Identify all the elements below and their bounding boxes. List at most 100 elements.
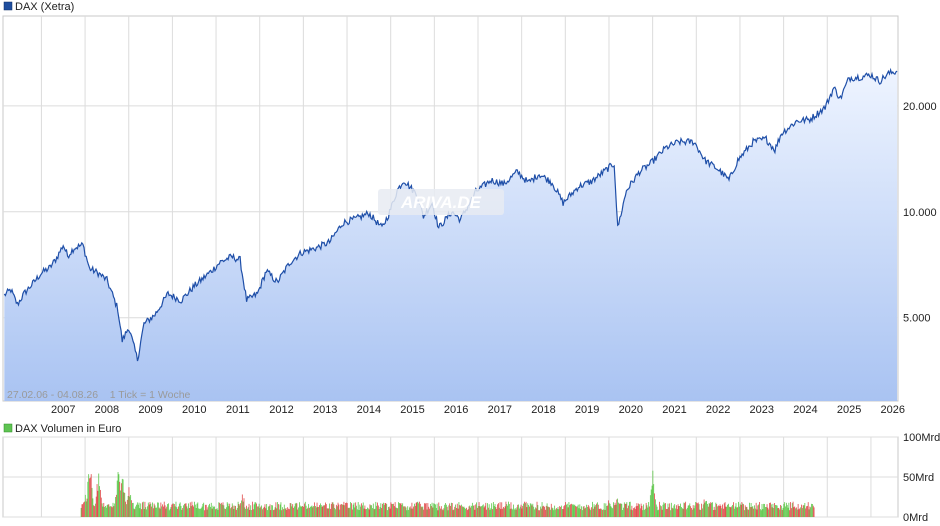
volume-bar: [434, 503, 435, 517]
volume-bar: [136, 504, 137, 517]
volume-bar: [476, 502, 477, 517]
volume-bar: [427, 503, 429, 517]
volume-bar: [440, 508, 441, 517]
volume-bar: [386, 504, 388, 517]
volume-bar: [467, 509, 469, 517]
volume-bar: [392, 503, 393, 517]
volume-bar: [498, 507, 500, 517]
volume-bar: [580, 508, 582, 517]
volume-bar: [728, 506, 730, 517]
volume-bar: [217, 509, 219, 517]
volume-bar: [95, 496, 97, 517]
volume-bar: [289, 503, 291, 517]
volume-bar: [455, 504, 456, 517]
volume-bar: [623, 502, 625, 517]
volume-bar: [201, 506, 203, 517]
volume-bar: [487, 503, 488, 517]
volume-bar: [348, 508, 350, 517]
volume-bar: [734, 506, 736, 517]
volume-bar: [225, 508, 226, 517]
volume-bar: [773, 508, 775, 517]
volume-bar: [550, 503, 552, 517]
volume-bar: [337, 502, 339, 517]
volume-bar: [541, 502, 543, 517]
volume-bar: [695, 502, 697, 517]
volume-bar: [291, 506, 293, 517]
volume-bar: [312, 507, 314, 517]
volume-bar: [704, 502, 706, 517]
volume-bar: [560, 505, 562, 517]
volume-bar: [480, 506, 482, 517]
volume-bar: [176, 507, 178, 517]
volume-bar: [545, 509, 546, 517]
volume-bar: [209, 503, 210, 517]
volume-bar: [445, 503, 446, 517]
volume-bar: [474, 509, 476, 517]
volume-bar: [114, 503, 116, 517]
volume-bar: [479, 506, 481, 517]
volume-bar: [211, 508, 213, 517]
volume-bar: [692, 505, 694, 517]
volume-bar: [625, 503, 627, 517]
volume-bar: [349, 507, 351, 517]
volume-bar: [340, 504, 342, 517]
volume-bar: [647, 507, 649, 517]
volume-bar: [754, 508, 756, 517]
volume-bar: [711, 502, 713, 517]
volume-bar: [562, 509, 564, 517]
volume-bar: [747, 509, 749, 517]
volume-bar: [448, 505, 450, 517]
volume-bar: [703, 499, 705, 517]
volume-bar: [799, 508, 801, 517]
volume-bar: [520, 504, 522, 517]
volume-bar: [266, 504, 268, 517]
volume-bar: [663, 502, 665, 517]
volume-bar: [633, 508, 634, 517]
volume-bar: [93, 505, 95, 517]
volume-bar: [496, 509, 498, 517]
volume-bar: [299, 502, 300, 517]
volume-bar: [250, 505, 252, 517]
volume-bar: [715, 502, 717, 517]
volume-bar: [607, 505, 608, 517]
volume-bar: [789, 510, 791, 517]
volume-bar: [589, 508, 591, 517]
volume-bar: [746, 506, 748, 517]
volume-bar: [126, 499, 128, 517]
volume-bar: [308, 504, 310, 517]
volume-bar: [168, 510, 170, 517]
volume-bar: [162, 504, 163, 517]
volume-bar: [246, 508, 248, 517]
volume-bar: [244, 507, 246, 517]
volume-bar: [514, 508, 516, 517]
volume-bar: [130, 495, 132, 517]
volume-bar: [157, 502, 158, 517]
volume-bar: [155, 507, 157, 517]
volume-bar: [200, 508, 202, 517]
volume-bar: [221, 504, 223, 517]
volume-bar: [775, 505, 777, 517]
volume-bar: [430, 506, 432, 517]
volume-bar: [227, 503, 229, 517]
volume-bar: [305, 505, 307, 517]
volume-bar: [428, 506, 430, 517]
volume-bar: [416, 502, 418, 517]
volume-bar: [330, 504, 332, 517]
volume-bar: [544, 506, 545, 517]
volume-bar: [215, 509, 216, 517]
volume-bar: [698, 504, 700, 517]
volume-bar: [393, 503, 394, 517]
volume-bar: [369, 504, 371, 517]
volume-bar: [293, 506, 295, 517]
volume-bar: [398, 502, 399, 517]
volume-bar: [264, 504, 266, 517]
volume-bar: [112, 502, 114, 517]
volume-bar: [645, 502, 647, 517]
volume-bar: [445, 504, 447, 517]
volume-bar: [669, 503, 671, 517]
volume-bar: [648, 502, 650, 517]
volume-bar: [655, 504, 657, 517]
volume-bar: [345, 502, 346, 517]
volume-bar: [303, 506, 304, 517]
volume-bar: [717, 506, 718, 517]
